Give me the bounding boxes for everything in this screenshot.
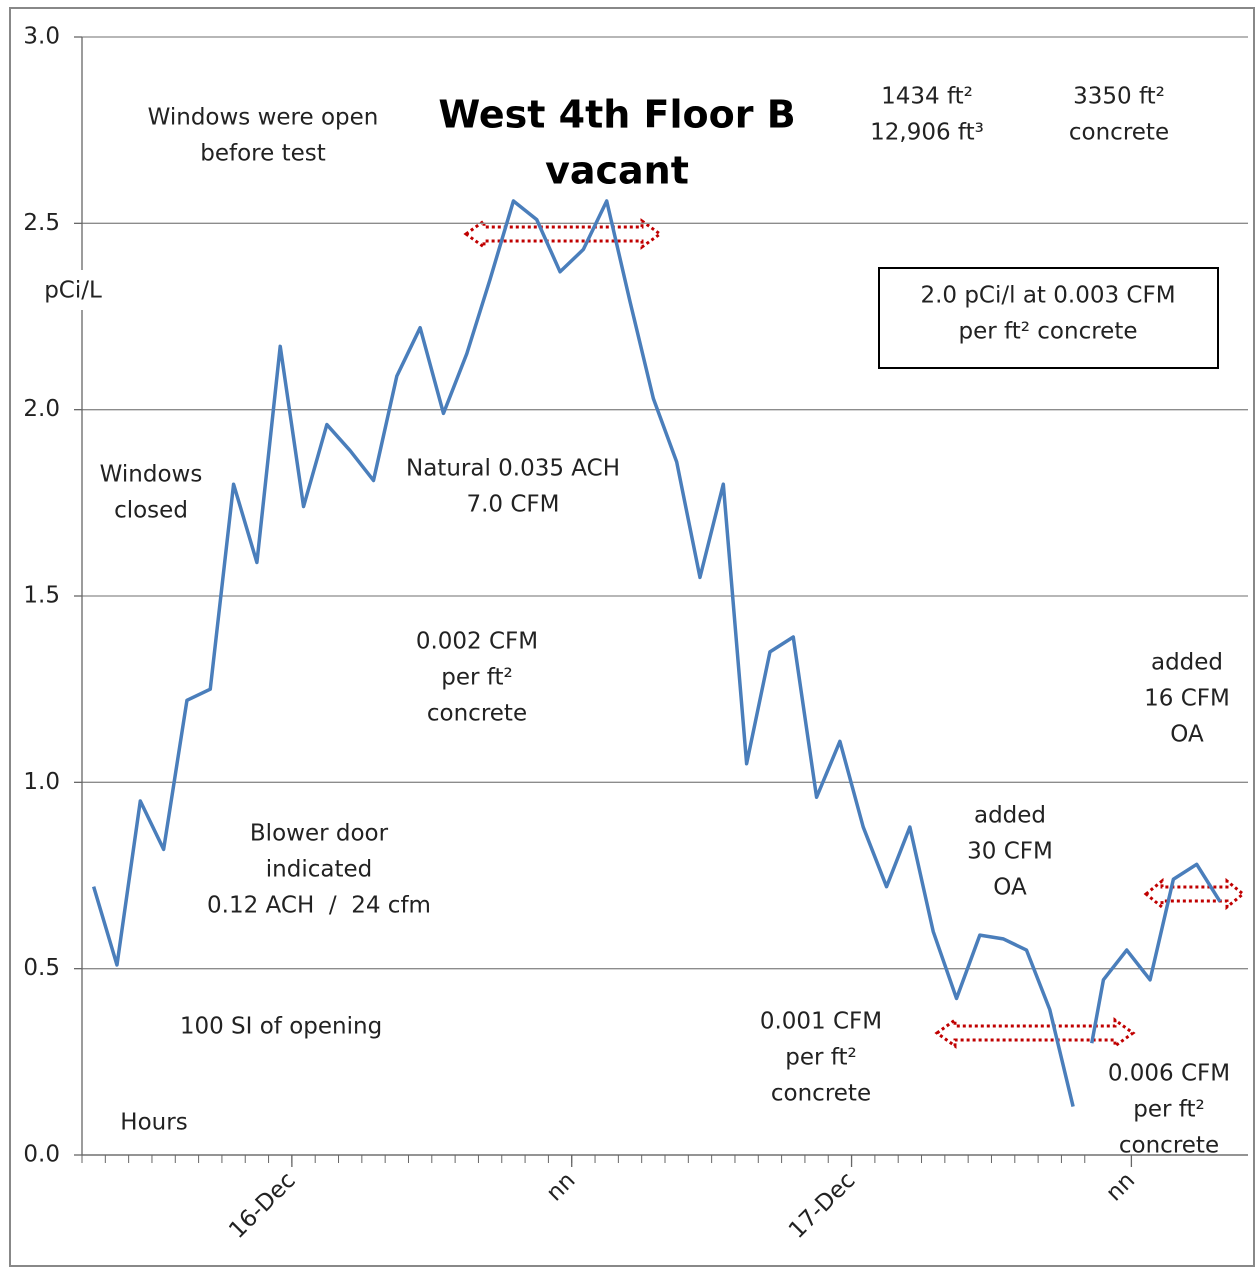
annotation: 3350 ft² <box>1073 84 1165 110</box>
note-box <box>878 267 1219 369</box>
annotation: 1434 ft² <box>881 84 973 110</box>
annotation: 7.0 CFM <box>466 492 559 518</box>
box-note: per ft² concrete <box>959 319 1138 345</box>
annotation: 16 CFM <box>1144 686 1230 712</box>
annotation: concrete <box>427 701 527 727</box>
annotation: closed <box>114 498 188 524</box>
annotation: 100 SI of opening <box>180 1014 382 1040</box>
y-tick-label: 1.0 <box>23 769 60 795</box>
annotation: 0.006 CFM <box>1108 1061 1230 1087</box>
annotation: before test <box>200 141 326 167</box>
chart-title: vacant <box>545 149 689 193</box>
y-tick-label: 2.5 <box>23 210 60 236</box>
y-axis-label: pCi/L <box>44 278 102 304</box>
y-tick-label: 0.0 <box>23 1142 60 1168</box>
annotation: Blower door <box>250 821 389 847</box>
annotation: 0.001 CFM <box>760 1009 882 1035</box>
y-tick-label: 3.0 <box>23 24 60 50</box>
annotation: Windows were open <box>148 105 379 131</box>
annotation: per ft² <box>441 665 512 691</box>
annotation: concrete <box>771 1081 871 1107</box>
annotation: added <box>1151 650 1223 676</box>
x-axis-label: Hours <box>120 1110 187 1136</box>
data-line <box>1090 862 1222 1044</box>
y-label-bg <box>38 270 108 310</box>
annotation: 0.002 CFM <box>416 629 538 655</box>
chart-title: West 4th Floor B <box>438 93 795 137</box>
annotation: concrete <box>1069 120 1169 146</box>
annotation: 30 CFM <box>967 839 1053 865</box>
y-tick-label: 1.5 <box>23 583 60 609</box>
annotation: per ft² <box>785 1045 856 1071</box>
annotation: per ft² <box>1133 1097 1204 1123</box>
data-line <box>91 199 1075 1107</box>
annotation: added <box>974 803 1046 829</box>
annotation: indicated <box>266 857 372 883</box>
annotation: 0.12 ACH / 24 cfm <box>207 893 431 919</box>
annotation: OA <box>1170 722 1204 748</box>
annotation: Natural 0.035 ACH <box>406 456 620 482</box>
box-note: 2.0 pCi/l at 0.003 CFM <box>920 283 1175 309</box>
annotation: OA <box>993 875 1027 901</box>
y-tick-label: 0.5 <box>23 955 60 981</box>
annotation: 12,906 ft³ <box>870 120 984 146</box>
double-arrow <box>934 1017 1136 1049</box>
y-tick-label: 2.0 <box>23 396 60 422</box>
annotation: concrete <box>1119 1133 1219 1159</box>
annotation: Windows <box>100 462 203 488</box>
